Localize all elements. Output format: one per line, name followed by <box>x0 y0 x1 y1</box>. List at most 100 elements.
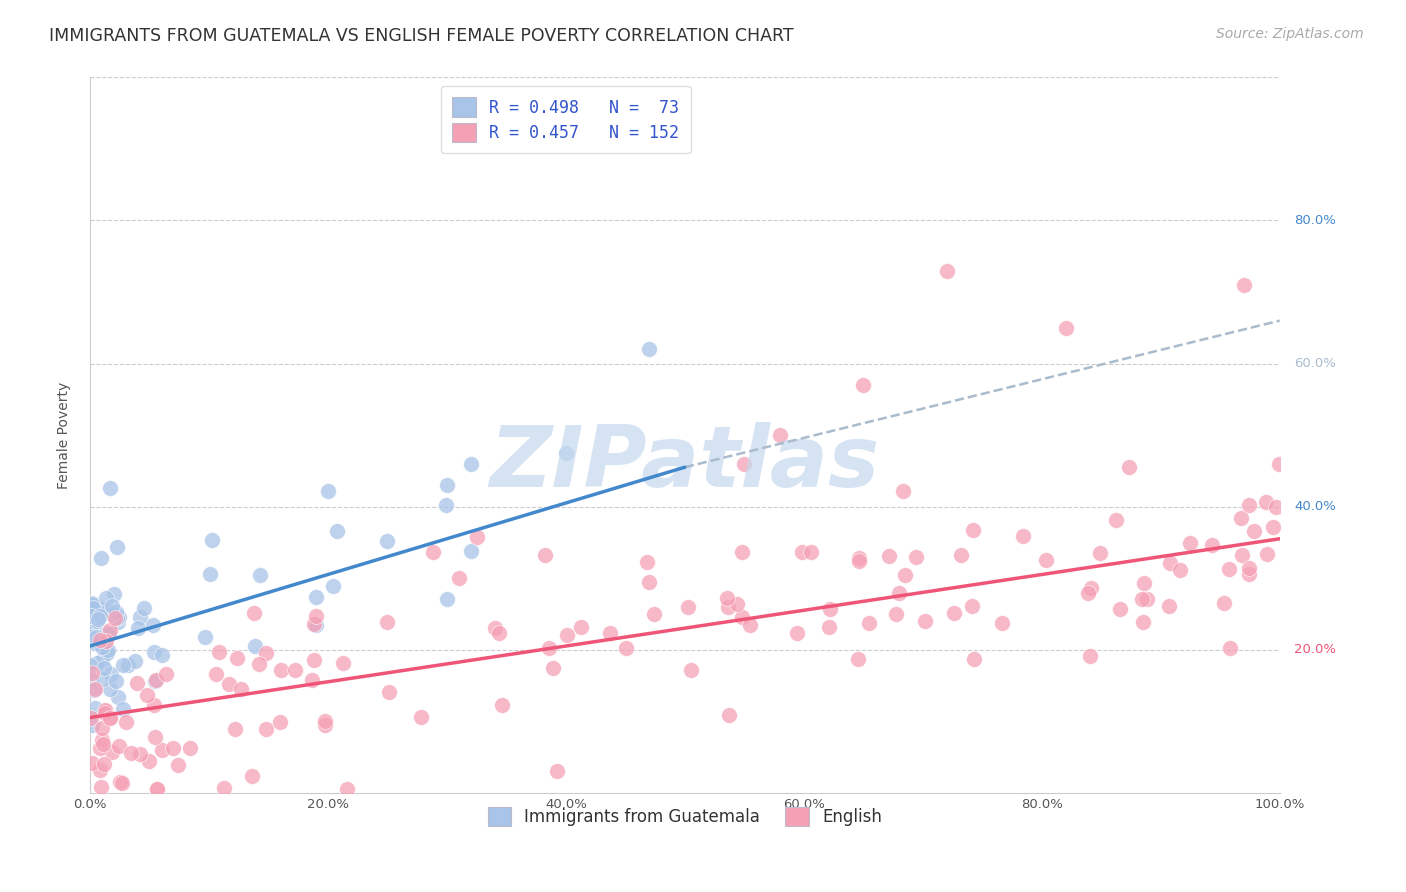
Point <box>1239 499 1261 513</box>
Point <box>991 615 1014 630</box>
Point <box>1133 576 1156 591</box>
Point <box>208 645 231 659</box>
Point <box>1233 277 1256 292</box>
Text: 40.0%: 40.0% <box>1294 500 1336 513</box>
Point <box>1035 553 1057 567</box>
Point <box>243 606 266 620</box>
Point <box>422 545 444 559</box>
Point <box>90 721 112 735</box>
Point <box>284 663 307 677</box>
Point <box>194 630 217 644</box>
Point <box>105 611 128 625</box>
Point <box>852 378 875 392</box>
Y-axis label: Female Poverty: Female Poverty <box>58 382 72 489</box>
Point <box>942 607 965 621</box>
Point <box>316 484 339 499</box>
Point <box>491 698 513 713</box>
Point <box>799 545 821 559</box>
Point <box>132 600 155 615</box>
Point <box>884 607 907 621</box>
Point <box>105 540 128 554</box>
Point <box>638 574 661 589</box>
Point <box>136 689 159 703</box>
Point <box>935 263 957 277</box>
Point <box>84 630 107 644</box>
Point <box>100 481 122 495</box>
Point <box>150 648 173 663</box>
Point <box>97 604 120 618</box>
Point <box>80 596 103 610</box>
Point <box>243 639 266 653</box>
Point <box>637 555 659 569</box>
Point <box>111 776 134 790</box>
Point <box>240 769 263 783</box>
Point <box>166 758 188 772</box>
Point <box>83 682 105 697</box>
Point <box>557 627 579 641</box>
Point <box>114 714 136 729</box>
Point <box>326 524 349 539</box>
Point <box>80 666 103 681</box>
Point <box>725 597 748 611</box>
Point <box>1218 641 1240 656</box>
Point <box>254 723 277 737</box>
Point <box>90 733 112 747</box>
Point <box>1157 599 1180 613</box>
Point <box>142 617 165 632</box>
Point <box>225 650 247 665</box>
Point <box>1090 546 1112 560</box>
Point <box>643 607 665 621</box>
Point <box>270 663 292 677</box>
Point <box>80 672 103 686</box>
Point <box>1132 615 1154 629</box>
Point <box>218 676 240 690</box>
Point <box>1256 547 1278 561</box>
Point <box>100 599 122 613</box>
Point <box>963 651 986 665</box>
Point <box>818 602 841 616</box>
Point <box>96 625 118 640</box>
Point <box>436 478 458 492</box>
Point <box>86 612 108 626</box>
Legend: Immigrants from Guatemala, English: Immigrants from Guatemala, English <box>479 798 890 834</box>
Point <box>434 498 457 512</box>
Point <box>332 656 354 670</box>
Point <box>94 706 117 720</box>
Point <box>90 653 112 667</box>
Point <box>1136 591 1159 606</box>
Point <box>817 620 839 634</box>
Text: 20.0%: 20.0% <box>1294 643 1336 657</box>
Point <box>537 640 560 655</box>
Point <box>1159 556 1181 570</box>
Point <box>1118 460 1140 475</box>
Point <box>436 591 458 606</box>
Point <box>1054 320 1077 334</box>
Point <box>484 621 506 635</box>
Point <box>91 672 114 686</box>
Point <box>108 775 131 789</box>
Point <box>224 722 246 736</box>
Point <box>1218 562 1240 576</box>
Point <box>97 626 120 640</box>
Point <box>80 711 103 725</box>
Point <box>145 673 167 688</box>
Point <box>301 673 323 687</box>
Point <box>1168 563 1191 577</box>
Point <box>80 756 103 770</box>
Point <box>98 623 121 637</box>
Point <box>731 544 754 558</box>
Point <box>1080 649 1102 664</box>
Point <box>80 718 103 732</box>
Point <box>127 676 149 690</box>
Point <box>201 533 224 547</box>
Point <box>111 657 134 672</box>
Point <box>848 553 870 567</box>
Point <box>599 626 621 640</box>
Point <box>120 746 142 760</box>
Text: ZIPatlas: ZIPatlas <box>489 422 880 505</box>
Point <box>377 685 399 699</box>
Point <box>179 740 201 755</box>
Point <box>731 610 754 624</box>
Point <box>129 610 152 624</box>
Point <box>98 682 121 697</box>
